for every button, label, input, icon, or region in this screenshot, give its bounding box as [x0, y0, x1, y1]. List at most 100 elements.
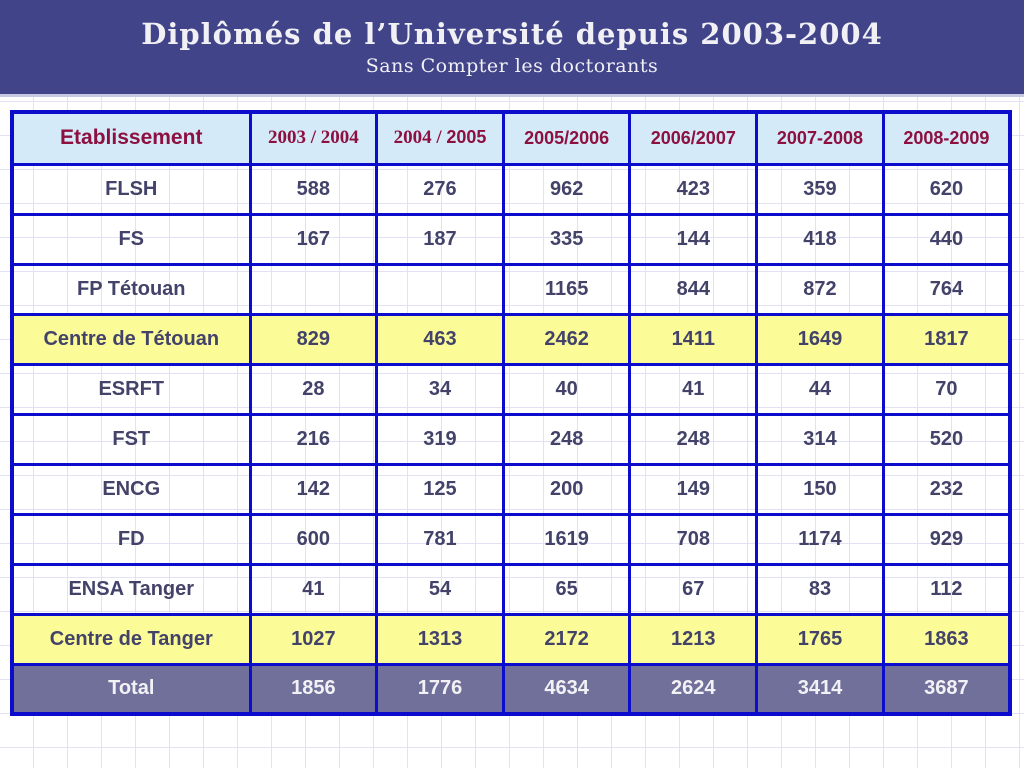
- column-header-year: 2005/2006: [501, 110, 632, 166]
- value-cell: 520: [881, 412, 1012, 466]
- row-label-cell: FP Tétouan: [10, 262, 252, 316]
- row-label-cell: FD: [10, 512, 252, 566]
- table-row: FS 167 187 335 144 418 440: [10, 212, 1012, 266]
- value-cell: 232: [881, 462, 1012, 516]
- value-cell: 187: [375, 212, 505, 266]
- table-row: ENCG 142 125 200 149 150 232: [10, 462, 1012, 516]
- value-cell: 620: [881, 162, 1012, 216]
- value-cell: 2462: [501, 312, 632, 366]
- value-cell: 1817: [881, 312, 1012, 366]
- value-cell: 962: [501, 162, 632, 216]
- row-label-cell: ENCG: [10, 462, 252, 516]
- value-cell: 1856: [248, 662, 379, 716]
- value-cell: 149: [628, 462, 759, 516]
- column-header-year: 2008-2009: [881, 110, 1012, 166]
- value-cell: 125: [375, 462, 505, 516]
- row-label-cell: FS: [10, 212, 252, 266]
- value-cell: 142: [248, 462, 379, 516]
- value-cell: 1174: [755, 512, 885, 566]
- value-cell: 872: [755, 262, 885, 316]
- value-cell: 65: [501, 562, 632, 616]
- value-cell: 2624: [628, 662, 759, 716]
- value-cell: 829: [248, 312, 379, 366]
- column-header-year: 2004 / 2005: [375, 110, 505, 166]
- value-cell: 600: [248, 512, 379, 566]
- value-cell: 150: [755, 462, 885, 516]
- table-row: ENSA Tanger 41 54 65 67 83 112: [10, 562, 1012, 616]
- value-cell: [375, 262, 505, 316]
- value-cell: 2172: [501, 612, 632, 666]
- value-cell: 929: [881, 512, 1012, 566]
- value-cell: 463: [375, 312, 505, 366]
- value-cell: 144: [628, 212, 759, 266]
- value-cell: 418: [755, 212, 885, 266]
- value-cell: 764: [881, 262, 1012, 316]
- value-cell: 440: [881, 212, 1012, 266]
- row-label-cell: ESRFT: [10, 362, 252, 416]
- value-cell: 1411: [628, 312, 759, 366]
- graduates-table: Etablissement 2003 / 2004 2004 / 2005 20…: [10, 110, 1012, 716]
- value-cell: 3414: [755, 662, 885, 716]
- value-cell: 248: [628, 412, 759, 466]
- value-cell: [248, 262, 379, 316]
- table-row: Centre de Tétouan 829 463 2462 1411 1649 1817: [10, 312, 1012, 366]
- value-cell: 1619: [501, 512, 632, 566]
- value-cell: 200: [501, 462, 632, 516]
- table-row: FD 600 781 1619 708 1174 929: [10, 512, 1012, 566]
- value-cell: 4634: [501, 662, 632, 716]
- value-cell: 1165: [501, 262, 632, 316]
- value-cell: 844: [628, 262, 759, 316]
- table-row: FST 216 319 248 248 314 520: [10, 412, 1012, 466]
- value-cell: 708: [628, 512, 759, 566]
- value-cell: 3687: [881, 662, 1012, 716]
- table-row: ESRFT 28 34 40 41 44 70: [10, 362, 1012, 416]
- value-cell: 276: [375, 162, 505, 216]
- value-cell: 1313: [375, 612, 505, 666]
- value-cell: 1213: [628, 612, 759, 666]
- value-cell: 28: [248, 362, 379, 416]
- column-header-year: 2006/2007: [628, 110, 759, 166]
- value-cell: 83: [755, 562, 885, 616]
- value-cell: 423: [628, 162, 759, 216]
- value-cell: 54: [375, 562, 505, 616]
- value-cell: 112: [881, 562, 1012, 616]
- value-cell: 216: [248, 412, 379, 466]
- row-label-cell: FLSH: [10, 162, 252, 216]
- value-cell: 41: [628, 362, 759, 416]
- column-header-year: 2003 / 2004: [248, 110, 379, 166]
- row-label-cell: Centre de Tanger: [10, 612, 252, 666]
- value-cell: 781: [375, 512, 505, 566]
- value-cell: 335: [501, 212, 632, 266]
- value-cell: 34: [375, 362, 505, 416]
- column-header-etablissement: Etablissement: [10, 110, 252, 166]
- value-cell: 588: [248, 162, 379, 216]
- year-serif-part: 2004 /: [393, 127, 447, 149]
- row-label-cell: Centre de Tétouan: [10, 312, 252, 366]
- year-sans-part: 2005: [446, 127, 487, 148]
- header-row: Etablissement 2003 / 2004 2004 / 2005 20…: [10, 110, 1012, 166]
- value-cell: 1765: [755, 612, 885, 666]
- row-label-cell: FST: [10, 412, 252, 466]
- value-cell: 70: [881, 362, 1012, 416]
- column-header-year: 2007-2008: [755, 110, 885, 166]
- value-cell: 359: [755, 162, 885, 216]
- row-label-cell: Total: [10, 662, 252, 716]
- value-cell: 1649: [755, 312, 885, 366]
- table-row: FP Tétouan 1165 844 872 764: [10, 262, 1012, 316]
- value-cell: 44: [755, 362, 885, 416]
- table-row: Centre de Tanger 1027 1313 2172 1213 1765 1863: [10, 612, 1012, 666]
- slide-title: Diplômés de l’Université depuis 2003-200…: [141, 17, 883, 51]
- table-body: FLSH 588 276 962 423 359 620 FS 167 187 335 144 418 4…: [10, 162, 1012, 716]
- slide-subtitle: Sans Compter les doctorants: [365, 55, 659, 77]
- value-cell: 67: [628, 562, 759, 616]
- table-row: FLSH 588 276 962 423 359 620: [10, 162, 1012, 216]
- value-cell: 1863: [881, 612, 1012, 666]
- value-cell: 40: [501, 362, 632, 416]
- value-cell: 1776: [375, 662, 505, 716]
- value-cell: 248: [501, 412, 632, 466]
- value-cell: 1027: [248, 612, 379, 666]
- value-cell: 41: [248, 562, 379, 616]
- value-cell: 314: [755, 412, 885, 466]
- value-cell: 319: [375, 412, 505, 466]
